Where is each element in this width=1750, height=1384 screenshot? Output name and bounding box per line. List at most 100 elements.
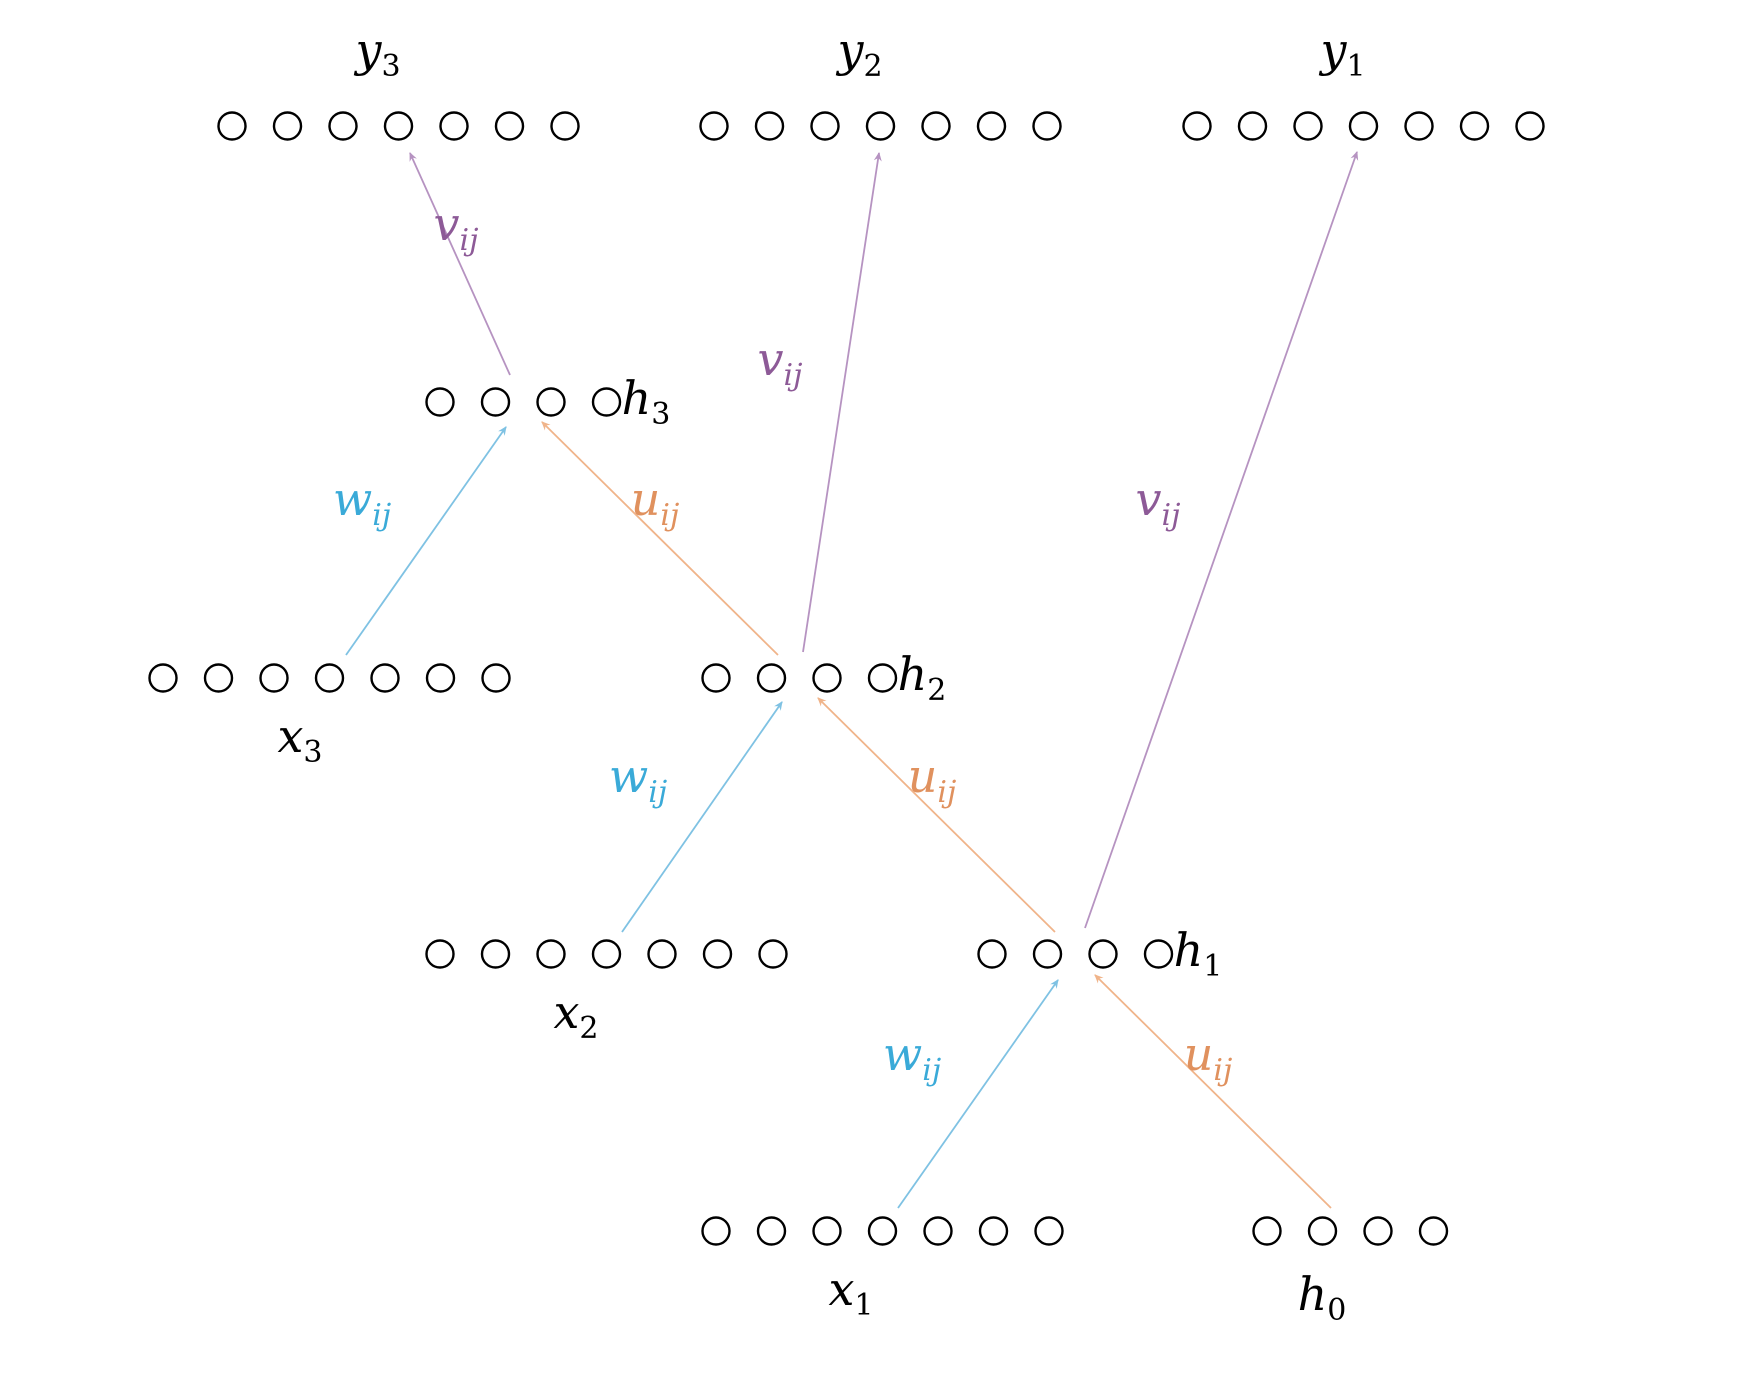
weight-label-base: v [1136,472,1162,526]
label-x1: x1 [828,1262,873,1323]
node-y1-6 [1459,111,1490,141]
node-x2-7 [758,939,788,969]
label-y1-subscript: 1 [1346,49,1365,84]
label-h1-subscript: 1 [1203,949,1222,984]
weight-label-base: u [1184,1027,1214,1081]
node-x1-6 [978,1216,1009,1246]
layers-group [148,111,1545,1246]
node-y1-5 [1404,111,1434,141]
layer-x2 [425,939,788,969]
node-h0-1 [1252,1216,1282,1246]
layer-x1 [701,1216,1064,1246]
node-y3-4 [383,111,414,141]
label-y1: y1 [1318,23,1365,84]
weight-label-base: v [758,332,784,386]
node-h2-2 [756,663,787,693]
edge-h1-h2 [817,697,1056,933]
node-h3-3 [536,387,566,417]
node-x2-3 [536,939,566,969]
node-h0-4 [1418,1216,1449,1246]
weight-label-subscript: ij [1213,1053,1232,1088]
weight-label-h3-y3: vij [434,197,479,258]
weight-label-base: w [609,749,648,803]
weight-label-subscript: ij [460,223,479,258]
weight-label-x1-h1: wij [883,1027,941,1088]
label-x3-subscript: 3 [303,735,322,770]
node-x3-4 [314,663,345,693]
weight-label-base: w [883,1027,922,1081]
node-y3-5 [439,111,469,141]
node-y3-1 [217,111,247,141]
label-h3: h3 [622,371,671,432]
edge-x3-h3 [345,426,507,656]
node-y1-7 [1515,111,1545,141]
weight-label-base: u [631,472,661,526]
node-y2-4 [865,111,896,141]
layer-y2 [699,111,1062,141]
label-x1-base: x [828,1262,854,1316]
label-y1-base: y [1318,23,1347,77]
node-h2-1 [701,663,731,693]
edge-h3-y3 [409,152,511,376]
node-y2-5 [921,111,951,141]
weight-label-x3-h3: wij [333,472,391,533]
label-h3-subscript: 3 [651,397,670,432]
weight-label-subscript: ij [1162,498,1181,533]
weight-label-subscript: ij [648,775,667,810]
weight-label-h2-y2: vij [758,332,803,393]
label-y3-base: y [353,23,382,77]
label-x3: x3 [277,709,322,770]
label-x3-base: x [277,709,303,763]
node-h2-3 [812,663,842,693]
edge-h1-y1 [1084,151,1359,929]
label-h1-base: h [1174,923,1204,977]
node-x1-1 [701,1216,731,1246]
layer-y3 [217,111,580,141]
node-y2-2 [754,111,785,141]
weight-label-h1-h2: uij [908,749,957,810]
layer-y1 [1182,111,1545,141]
layer-x3 [148,663,511,693]
weight-label-h0-h1: uij [1184,1027,1233,1088]
weight-label-base: v [434,197,460,251]
node-h3-1 [425,387,455,417]
label-y2-subscript: 2 [863,49,882,84]
weight-label-subscript: ij [660,498,679,533]
node-y1-3 [1293,111,1323,141]
weight-label-x2-h2: wij [609,749,667,810]
node-x2-2 [480,939,511,969]
node-h0-3 [1363,1216,1393,1246]
edge-x1-h1 [897,979,1059,1209]
node-h1-1 [977,939,1007,969]
node-h3-4 [591,387,622,417]
weight-label-base: w [333,472,372,526]
node-x1-5 [923,1216,953,1246]
label-h0: h0 [1298,1267,1347,1328]
node-x1-4 [867,1216,898,1246]
weight-label-subscript: ij [937,775,956,810]
label-h2-subscript: 2 [927,673,946,708]
node-x3-6 [425,663,456,693]
node-x2-4 [591,939,622,969]
node-x2-5 [647,939,677,969]
node-x1-7 [1034,1216,1064,1246]
label-h0-subscript: 0 [1327,1293,1346,1328]
node-h1-2 [1032,939,1063,969]
node-y1-1 [1182,111,1212,141]
node-x1-2 [756,1216,787,1246]
label-h1: h1 [1174,923,1223,984]
node-h2-4 [867,663,898,693]
layer-h3 [425,387,622,417]
edge-x2-h2 [621,701,783,933]
weight-label-subscript: ij [372,498,391,533]
node-y1-4 [1348,111,1379,141]
label-h2: h2 [898,647,947,708]
layer-h0 [1252,1216,1449,1246]
label-y3-subscript: 3 [381,49,400,84]
weight-label-base: u [908,749,938,803]
weight-label-subscript: ij [922,1053,941,1088]
node-h1-3 [1088,939,1118,969]
